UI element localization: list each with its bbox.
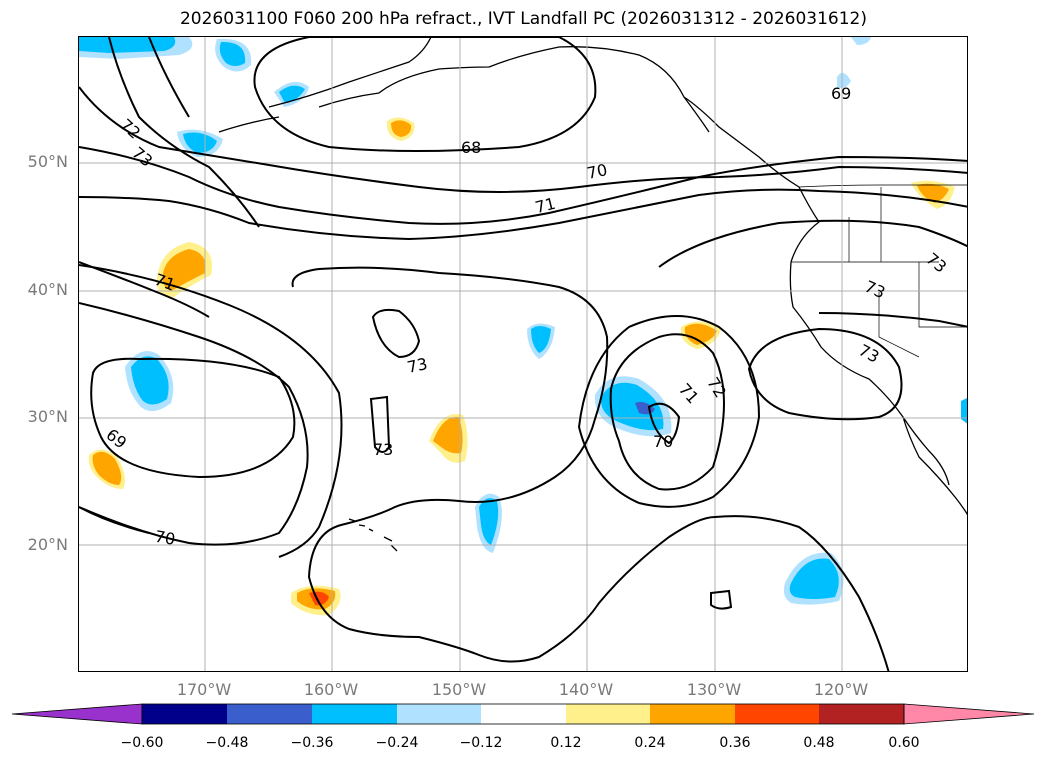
lon-label-150w: 150°W	[431, 680, 487, 699]
lat-label-30n: 30°N	[27, 407, 68, 426]
colorbar-bin-3	[312, 704, 397, 724]
contour-73-west	[79, 261, 210, 318]
coastline-baja	[902, 416, 950, 486]
colorbar-outline	[141, 703, 905, 725]
contour-small-loop	[710, 589, 733, 610]
shade-blob-cyan-57n	[837, 72, 851, 89]
colorbar-bin-4	[397, 704, 481, 724]
us-canada-border	[798, 184, 967, 188]
shade-blob-nw-edge-core	[79, 37, 176, 53]
contour-73-loop	[371, 308, 421, 359]
contour-70-east	[647, 402, 681, 445]
lon-label-130w: 130°W	[686, 680, 742, 699]
shade-blob-orange-49n-core	[917, 183, 949, 203]
contour-label-73-small: 73	[373, 440, 393, 459]
shade-blob-cyan-37n-core	[531, 326, 551, 353]
map-panel: 72 73 68 70 71 69 71 73 73 73 71 72 70 6…	[78, 36, 968, 672]
contour-label-72-east: 72	[703, 374, 730, 401]
shade-blob-orange-north-core	[391, 120, 412, 137]
contour-layer	[79, 37, 967, 671]
contour-label-73-nw: 73	[128, 143, 156, 171]
shade-blob-cyan-24n-core	[479, 498, 499, 545]
contour-72-loop	[577, 315, 761, 508]
lat-label-20n: 20°N	[27, 535, 68, 554]
lat-label-40n: 40°N	[27, 280, 68, 299]
contour-label-68: 68	[461, 138, 481, 157]
shade-blob-orange-29n-core	[433, 416, 463, 454]
colorbar-tick-1: −0.60	[120, 735, 164, 751]
colorbar-extend-low	[11, 703, 143, 725]
contour-71-nw	[79, 188, 967, 241]
coastline-bc-wa	[790, 186, 820, 263]
contour-sw-tail	[79, 506, 150, 534]
colorbar-tick-9: 0.48	[803, 735, 835, 751]
coastline-us-west	[789, 261, 967, 515]
colorbar-tick-6: 0.12	[550, 735, 582, 751]
lat-label-50n: 50°N	[27, 152, 68, 171]
colorbar-tick-3: −0.36	[290, 735, 334, 751]
shade-blob-orange-36n-core	[684, 323, 717, 345]
shade-blob-orange-27n-core	[92, 451, 122, 485]
contour-label-70-north: 70	[585, 160, 609, 183]
lon-label-170w: 170°W	[176, 680, 232, 699]
colorbar-bin-2	[227, 704, 312, 724]
contour-label-layer: 72 73 68 70 71 69 71 73 73 73 71 72 70 6…	[103, 84, 951, 549]
contour-label-71-east: 71	[675, 380, 703, 408]
shade-blob-aleutian-core	[279, 85, 305, 103]
colorbar-bin-7	[650, 704, 735, 724]
contour-73-east	[747, 327, 903, 421]
coastline-layer	[218, 37, 967, 552]
colorbar-bin-1	[142, 704, 227, 724]
shade-blob-cyan-33n-core	[131, 356, 169, 405]
contour-68-ring	[253, 37, 597, 152]
shade-blob-cyan-59n	[851, 37, 871, 45]
contour-73-small	[369, 395, 391, 453]
colorbar-bin-9	[819, 704, 904, 724]
contour-72-east	[658, 219, 967, 268]
colorbar-tick-2: −0.48	[205, 735, 249, 751]
shade-blob-orange-42n-core	[162, 249, 206, 291]
contour-70-nw	[79, 146, 967, 225]
lon-label-140w: 140°W	[558, 680, 614, 699]
contour-70-mid	[79, 302, 309, 546]
map-title: 2026031100 F060 200 hPa refract., IVT La…	[179, 9, 867, 29]
colorbar-tick-5: −0.12	[459, 735, 503, 751]
contour-71-mid	[79, 264, 343, 558]
lon-label-160w: 160°W	[303, 680, 359, 699]
contour-73-big	[291, 266, 890, 671]
contour-72-top	[108, 37, 260, 228]
contour-label-73-edge: 73	[922, 249, 950, 277]
colorbar-bin-6	[566, 704, 650, 724]
map-canvas: 72 73 68 70 71 69 71 73 73 73 71 72 70 6…	[79, 37, 967, 671]
colorbar-bin-8	[735, 704, 819, 724]
contour-label-73-east-a: 73	[862, 277, 888, 303]
colorbar-tick-4: −0.24	[375, 735, 419, 751]
coastline-alaska	[268, 37, 432, 108]
colorbar-tick-7: 0.24	[634, 735, 666, 751]
shade-blob-cyan-17n-core	[789, 558, 839, 599]
colorbar-tick-10: 0.60	[888, 735, 920, 751]
contour-label-69-sw: 69	[103, 425, 131, 453]
shade-blob-red-16n	[309, 591, 329, 606]
contour-71-east	[609, 333, 725, 491]
colorbar-extend-high	[903, 703, 1035, 725]
shading-layer	[79, 37, 967, 616]
shade-blob-cyan-30n-edge	[961, 398, 967, 424]
state-borders	[791, 187, 967, 358]
colorbar-bin-5	[481, 704, 566, 724]
colorbar	[11, 703, 1035, 725]
contour-label-73-mid: 73	[405, 354, 429, 377]
contour-69-mid	[90, 357, 296, 479]
contour-label-70-east: 70	[653, 432, 673, 451]
colorbar-tick-8: 0.36	[719, 735, 751, 751]
shade-blob-cyan-52n-core	[183, 132, 217, 153]
hawaii-islands	[348, 518, 398, 552]
contour-74-east	[818, 312, 967, 328]
contour-label-70-sw: 70	[153, 527, 176, 549]
contour-label-71-north: 71	[533, 194, 557, 217]
shade-blob-gulf-alaska-a-core	[219, 41, 246, 66]
contour-label-69-east: 69	[831, 84, 851, 103]
lon-label-120w: 120°W	[813, 680, 869, 699]
